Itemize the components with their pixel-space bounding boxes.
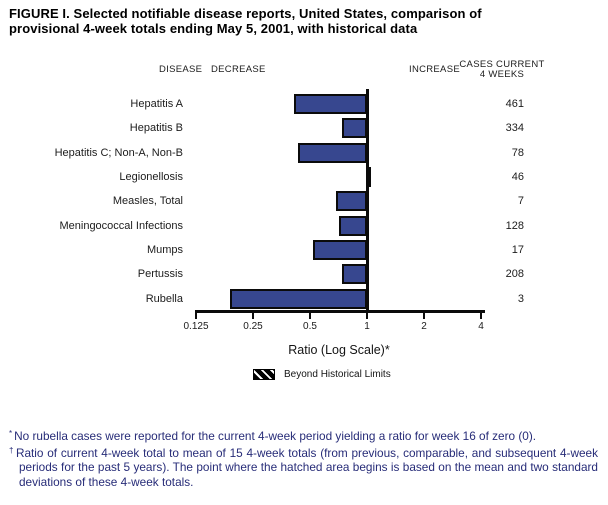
column-header-cases-line1: CASES CURRENT <box>459 59 545 70</box>
chart-row: Hepatitis A 461 <box>0 92 608 116</box>
chart-row: Mumps 17 <box>0 238 608 262</box>
footnote: * No rubella cases were reported for the … <box>9 427 598 444</box>
ratio-bar <box>342 118 367 138</box>
disease-label: Mumps <box>146 244 183 256</box>
axis-tick <box>195 312 197 319</box>
cases-value: 128 <box>505 220 524 232</box>
disease-label: Hepatitis B <box>129 122 183 134</box>
column-header-disease: DISEASE <box>159 64 203 75</box>
column-header-cases-line2: 4 WEEKS <box>479 69 525 80</box>
cases-value: 46 <box>511 171 524 183</box>
chart-row: Hepatitis B 334 <box>0 116 608 140</box>
chart-row: Measles, Total 7 <box>0 189 608 213</box>
axis-tick <box>480 312 482 319</box>
chart-row: Pertussis 208 <box>0 262 608 286</box>
cases-value: 334 <box>505 122 524 134</box>
axis-tick-label: 0.125 <box>183 321 209 332</box>
ratio-bar <box>342 264 367 284</box>
legend: Beyond Historical Limits <box>253 368 391 380</box>
footnotes: * No rubella cases were reported for the … <box>9 427 598 489</box>
axis-tick-label: 0.5 <box>303 321 317 332</box>
baseline-reference-line <box>366 89 369 312</box>
ratio-bar <box>336 191 367 211</box>
column-header-increase: INCREASE <box>409 64 460 75</box>
footnote-marker: * <box>9 429 13 438</box>
chart-row: Meningococcal Infections 128 <box>0 214 608 238</box>
axis-tick-label: 0.25 <box>243 321 263 332</box>
axis-tick-label: 1 <box>364 321 370 332</box>
ratio-bar <box>338 216 367 236</box>
chart-row: Rubella 3 <box>0 287 608 311</box>
chart-row: Legionellosis 46 <box>0 165 608 189</box>
x-axis-line <box>195 310 485 313</box>
footnote-marker: † <box>9 445 14 455</box>
axis-tick <box>366 312 368 319</box>
disease-label: Measles, Total <box>112 195 183 207</box>
figure-title: FIGURE I. Selected notifiable disease re… <box>9 6 595 36</box>
ratio-bar <box>297 143 367 163</box>
disease-label: Legionellosis <box>119 171 183 183</box>
axis-tick-label: 2 <box>421 321 427 332</box>
disease-label: Hepatitis A <box>130 98 183 110</box>
disease-label: Meningococcal Infections <box>59 220 183 232</box>
cases-value: 78 <box>511 147 524 159</box>
cases-value: 7 <box>517 195 524 207</box>
column-header-decrease: DECREASE <box>211 64 266 75</box>
axis-tick <box>252 312 254 319</box>
cases-value: 208 <box>505 268 524 280</box>
footnote: † Ratio of current 4-week total to mean o… <box>9 444 598 490</box>
ratio-bar <box>313 240 367 260</box>
footnote-text: Ratio of current 4-week total to mean of… <box>15 445 598 489</box>
hatched-swatch-icon <box>253 368 275 380</box>
axis-tick <box>309 312 311 319</box>
axis-tick-label: 4 <box>478 321 484 332</box>
chart-row: Hepatitis C; Non-A, Non-B 78 <box>0 141 608 165</box>
legend-label: Beyond Historical Limits <box>284 368 391 380</box>
x-axis-label: Ratio (Log Scale)* <box>288 343 390 357</box>
figure-title-line1: FIGURE I. Selected notifiable disease re… <box>9 6 482 21</box>
ratio-bar <box>230 289 367 309</box>
cases-value: 461 <box>505 98 524 110</box>
ratio-bar <box>293 94 367 114</box>
disease-label: Pertussis <box>137 268 183 280</box>
cases-value: 17 <box>511 244 524 256</box>
figure-title-line2: provisional 4-week totals ending May 5, … <box>9 20 418 36</box>
disease-label: Rubella <box>145 293 183 305</box>
footnote-text: No rubella cases were reported for the c… <box>14 429 537 443</box>
axis-tick <box>423 312 425 319</box>
cases-value: 3 <box>517 293 524 305</box>
disease-label: Hepatitis C; Non-A, Non-B <box>54 147 183 159</box>
column-header-cases-current-4-weeks: CASES CURRENT 4 WEEKS <box>452 60 552 80</box>
